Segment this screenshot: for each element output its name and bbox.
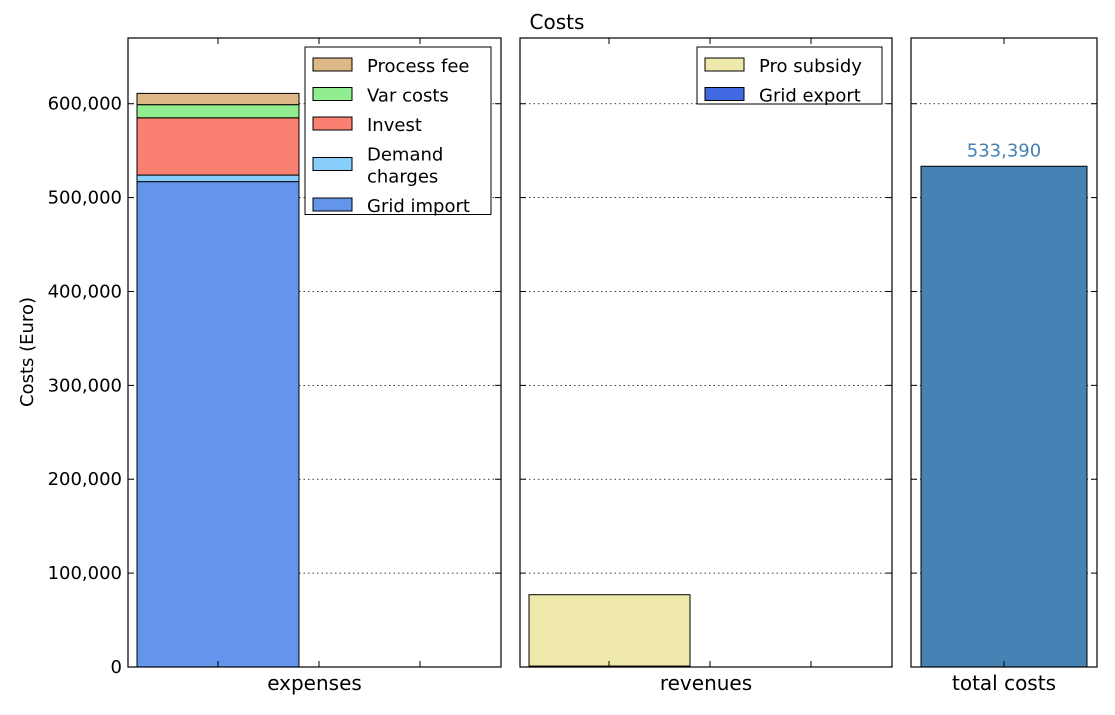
legend-label: Invest <box>367 115 422 136</box>
y-tick-label: 100,000 <box>48 563 122 584</box>
category-label: total costs <box>952 671 1056 695</box>
legend-label: Process fee <box>367 56 470 77</box>
y-tick-label: 200,000 <box>48 469 122 490</box>
legend-box <box>304 46 492 215</box>
y-tick-label: 400,000 <box>48 281 122 302</box>
legend-label: Demand charges <box>367 145 443 188</box>
legend-swatch <box>312 116 353 131</box>
y-tick-label: 600,000 <box>48 94 122 115</box>
legend-label: Var costs <box>367 86 449 107</box>
legend-swatch <box>704 87 745 101</box>
y-tick-label: 0 <box>111 657 122 678</box>
bar-pro-subsidy <box>528 594 691 667</box>
bar-invest <box>136 117 300 176</box>
legend-label: Grid import <box>367 196 470 217</box>
y-tick-label: 300,000 <box>48 375 122 396</box>
legend-swatch <box>312 57 353 72</box>
data-label: 533,390 <box>967 140 1041 161</box>
chart-title: Costs <box>530 10 585 34</box>
bar-demand-charges <box>136 174 300 183</box>
y-tick-label: 500,000 <box>48 188 122 209</box>
category-label: revenues <box>660 671 752 695</box>
legend-label: Pro subsidy <box>759 56 862 77</box>
bar-var-costs <box>136 104 300 119</box>
legend-swatch <box>312 87 353 101</box>
bar-grid-import <box>136 181 300 668</box>
legend-label: Grid export <box>759 86 861 107</box>
legend-swatch <box>312 157 353 171</box>
bar-process-fee <box>136 92 300 106</box>
axes-frame <box>127 37 502 668</box>
bar-total-costs <box>920 165 1088 668</box>
y-axis-label: Costs (Euro) <box>17 297 38 407</box>
axes-frame <box>519 37 893 668</box>
legend-swatch <box>312 197 353 212</box>
legend-swatch <box>704 57 745 72</box>
category-label: expenses <box>267 671 362 695</box>
